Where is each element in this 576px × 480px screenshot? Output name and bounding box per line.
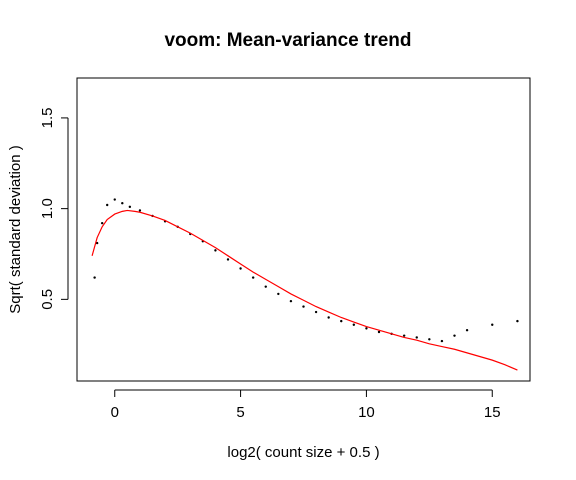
scatter-point [121,201,124,205]
scatter-point [377,330,381,334]
scatter-point [138,209,142,212]
scatter-point [100,221,104,225]
scatter-point [402,334,406,337]
scatter-point [365,327,368,330]
scatter-point [491,323,494,326]
x-tick-label: 5 [236,404,244,421]
y-tick-label: 0.5 [39,289,56,310]
scatter-point [340,319,343,323]
scatter-point [440,339,444,343]
scatter-point [251,276,255,279]
x-axis-label: log2( count size + 0.5 ) [227,444,379,461]
scatter-point [415,336,418,339]
scatter-point [465,329,469,332]
scatter-point [239,267,242,270]
scatter-point [95,241,99,245]
scatter-point [428,338,431,341]
y-axis-label: Sqrt( standard deviation ) [7,145,24,313]
scatter-point [226,258,230,261]
scatter-point [289,299,293,303]
scatter-point [93,276,96,279]
scatter-point [327,316,330,319]
x-axis: 0 5 10 15 [111,389,501,421]
chart-title: voom: Mean-variance trend [164,30,412,51]
scatter-points-layer [93,198,519,343]
y-tick-label: 1.5 [39,107,56,128]
scatter-point [453,334,456,337]
scatter-point [106,203,109,207]
scatter-point [214,249,217,252]
scatter-point [516,319,519,323]
scatter-point [128,205,132,209]
x-tick-label: 0 [111,404,119,421]
y-tick-label: 1.0 [39,198,56,219]
y-axis: 0.5 1.0 1.5 [39,107,69,310]
scatter-point [277,292,280,296]
plot-frame [76,77,531,382]
scatter-point [302,305,305,308]
scatter-point [264,285,267,288]
trend-line [91,209,518,371]
x-tick-label: 10 [358,404,375,421]
scatter-point [113,198,116,201]
x-tick-label: 15 [484,404,501,421]
scatter-point [314,310,318,314]
scatter-point [352,323,356,326]
